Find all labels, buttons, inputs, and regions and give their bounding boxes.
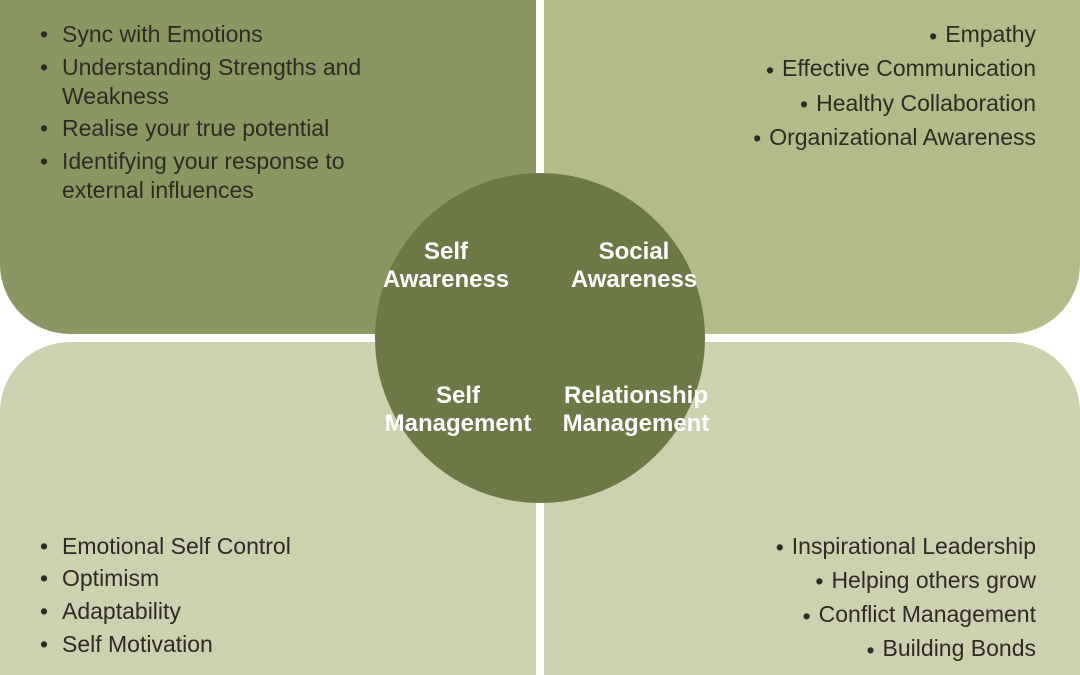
bullet-icon: • xyxy=(40,147,48,176)
bullet-icon: • xyxy=(40,597,48,626)
list-item-label: Conflict Management xyxy=(819,601,1036,627)
list-item-label: Emotional Self Control xyxy=(62,533,291,559)
list-item-label: Realise your true potential xyxy=(62,115,329,141)
list-item-label: Sync with Emotions xyxy=(62,21,263,47)
center-label-social-awareness: Social Awareness xyxy=(549,238,719,293)
list-item: • Effective Communication xyxy=(664,54,1036,84)
list-item: • Organizational Awareness xyxy=(664,123,1036,153)
list-item-label: Adaptability xyxy=(62,598,181,624)
list-item-label: Understanding Strengths and Weakness xyxy=(62,54,361,109)
list-item: • Optimism xyxy=(40,564,416,593)
bullet-icon: • xyxy=(803,602,811,631)
center-label-self-awareness: Self Awareness xyxy=(361,238,531,293)
list-item: • Adaptability xyxy=(40,597,416,626)
list-item: • Sync with Emotions xyxy=(40,20,416,49)
list-social-awareness: • Empathy • Effective Communication • Healthy… xyxy=(664,20,1036,153)
list-item-label: Building Bonds xyxy=(883,635,1036,661)
list-item-label: Helping others grow xyxy=(831,567,1036,593)
bullet-icon: • xyxy=(40,564,48,593)
bullet-icon: • xyxy=(766,56,774,85)
list-item-label: Identifying your response to external in… xyxy=(62,148,345,203)
list-item: • Inspirational Leadership xyxy=(664,532,1036,562)
list-item: • Understanding Strengths and Weakness xyxy=(40,53,416,111)
list-item: • Empathy xyxy=(664,20,1036,50)
list-self-management: • Emotional Self Control • Optimism • Adaptab… xyxy=(40,532,416,659)
list-item-label: Healthy Collaboration xyxy=(816,90,1036,116)
list-self-awareness: • Sync with Emotions • Understanding Streng… xyxy=(40,20,416,205)
list-item: • Building Bonds xyxy=(664,634,1036,664)
list-item: • Helping others grow xyxy=(664,566,1036,596)
list-item: • Identifying your response to external i… xyxy=(40,147,416,205)
list-item-label: Self Motivation xyxy=(62,631,213,657)
list-item-label: Empathy xyxy=(945,21,1036,47)
bullet-icon: • xyxy=(40,630,48,659)
list-item: • Realise your true potential xyxy=(40,114,416,143)
bullet-icon: • xyxy=(800,90,808,119)
infographic-canvas: • Sync with Emotions • Understanding Streng… xyxy=(0,0,1080,675)
center-label-relationship-management: Relationship Management xyxy=(536,382,736,437)
list-item: • Self Motivation xyxy=(40,630,416,659)
list-item-label: Effective Communication xyxy=(782,55,1036,81)
bullet-icon: • xyxy=(40,114,48,143)
bullet-icon: • xyxy=(753,124,761,153)
bullet-icon: • xyxy=(866,636,874,665)
center-label-self-management: Self Management xyxy=(358,382,558,437)
list-item-label: Inspirational Leadership xyxy=(792,533,1036,559)
bullet-icon: • xyxy=(40,20,48,49)
bullet-icon: • xyxy=(776,533,784,562)
list-relationship-management: • Inspirational Leadership • Helping others… xyxy=(664,532,1036,665)
list-item-label: Organizational Awareness xyxy=(769,124,1036,150)
bullet-icon: • xyxy=(815,567,823,596)
list-item: • Healthy Collaboration xyxy=(664,89,1036,119)
list-item-label: Optimism xyxy=(62,565,159,591)
bullet-icon: • xyxy=(40,53,48,82)
bullet-icon: • xyxy=(40,532,48,561)
center-circle xyxy=(375,173,705,503)
bullet-icon: • xyxy=(929,22,937,51)
list-item: • Conflict Management xyxy=(664,600,1036,630)
list-item: • Emotional Self Control xyxy=(40,532,416,561)
